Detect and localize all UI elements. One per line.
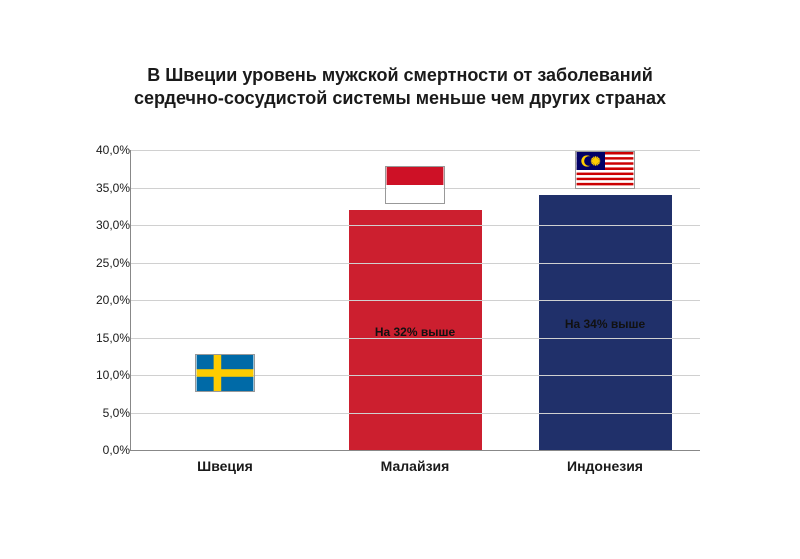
chart-title-line2: сердечно-сосудистой системы меньше чем д… (0, 87, 800, 110)
bar-inner-label: На 34% выше (539, 317, 672, 331)
malaysia-flag-icon (575, 151, 635, 189)
indonesia-flag-icon (385, 166, 445, 204)
bar-group (159, 390, 292, 450)
y-tick-label: 10,0% (80, 368, 130, 382)
x-axis-label: Индонезия (510, 458, 700, 474)
y-tick-label: 40,0% (80, 143, 130, 157)
y-axis-line (130, 150, 131, 450)
y-tick-label: 5,0% (80, 406, 130, 420)
y-tick-label: 0,0% (80, 443, 130, 457)
chart-title-line1: В Швеции уровень мужской смертности от з… (0, 64, 800, 87)
grid-line (130, 300, 700, 301)
y-tick-label: 25,0% (80, 256, 130, 270)
grid-line (130, 413, 700, 414)
y-tick-label: 30,0% (80, 218, 130, 232)
y-tick-label: 20,0% (80, 293, 130, 307)
grid-line (130, 263, 700, 264)
grid-line (130, 338, 700, 339)
chart-title: В Швеции уровень мужской смертности от з… (0, 64, 800, 111)
chart-container: В Швеции уровень мужской смертности от з… (0, 0, 800, 559)
y-tick-label: 35,0% (80, 181, 130, 195)
y-tick-label: 15,0% (80, 331, 130, 345)
x-axis-labels: ШвецияМалайзияИндонезия (130, 458, 700, 482)
bar (159, 390, 292, 450)
bar-group: На 32% выше (349, 210, 482, 450)
x-axis-label: Малайзия (320, 458, 510, 474)
grid-line (130, 225, 700, 226)
x-axis-line (130, 450, 700, 451)
y-axis: 0,0%5,0%10,0%15,0%20,0%25,0%30,0%35,0%40… (80, 150, 130, 450)
sweden-flag-icon (195, 354, 255, 392)
x-axis-label: Швеция (130, 458, 320, 474)
